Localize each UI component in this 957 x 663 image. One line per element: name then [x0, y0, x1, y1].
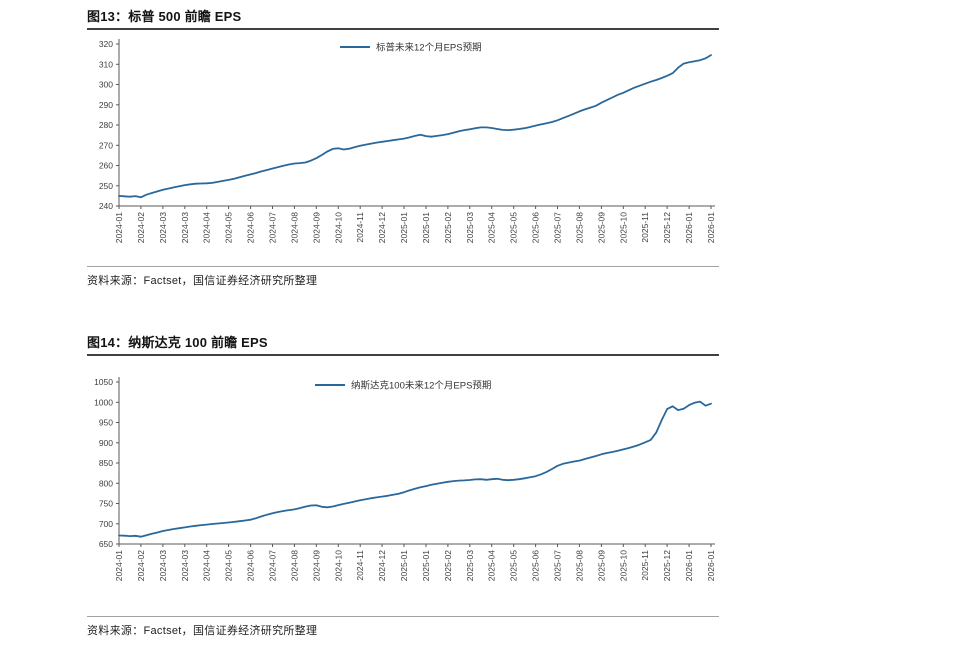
svg-text:2025-05: 2025-05	[509, 550, 519, 581]
svg-text:1000: 1000	[94, 397, 113, 407]
svg-text:2024-10: 2024-10	[333, 550, 343, 581]
sp500-forward-eps-chart-svg: 240 250 260 270 280 290 300 310 320 2024-01 2024-0…	[99, 39, 716, 243]
svg-text:250: 250	[99, 181, 113, 191]
svg-text:2025-02: 2025-02	[443, 550, 453, 581]
svg-text:2025-06: 2025-06	[531, 212, 541, 243]
svg-text:2024-03: 2024-03	[180, 550, 190, 581]
svg-text:2025-11: 2025-11	[640, 550, 650, 581]
svg-text:2024-09: 2024-09	[311, 212, 321, 243]
svg-text:2024-03: 2024-03	[158, 550, 168, 581]
svg-text:700: 700	[99, 519, 113, 529]
svg-text:纳斯达克100未来12个月EPS预期: 纳斯达克100未来12个月EPS预期	[351, 380, 491, 392]
figure-13-source: 资料来源：Factset，国信证券经济研究所整理	[87, 275, 318, 287]
svg-text:标普未来12个月EPS预期: 标普未来12个月EPS预期	[376, 42, 482, 54]
svg-text:2024-07: 2024-07	[268, 212, 278, 243]
report-page-content: 图13：标普 500 前瞻 EPS 240 250 260 270 280 290 300 3…	[87, 0, 719, 638]
figure-14-title: 图14：纳斯达克 100 前瞻 EPS	[87, 335, 268, 350]
svg-text:270: 270	[99, 140, 113, 150]
svg-text:2024-02: 2024-02	[136, 212, 146, 243]
svg-text:2025-02: 2025-02	[443, 212, 453, 243]
svg-text:2024-10: 2024-10	[333, 212, 343, 243]
svg-text:2025-04: 2025-04	[487, 212, 497, 243]
svg-text:2026-01: 2026-01	[684, 212, 694, 243]
svg-text:2024-01: 2024-01	[114, 550, 124, 581]
svg-text:2025-10: 2025-10	[618, 550, 628, 581]
figure-14-source: 资料来源：Factset，国信证券经济研究所整理	[87, 625, 318, 637]
figure-14: 图14：纳斯达克 100 前瞻 EPS 650 700 750 800 850 900 95…	[87, 326, 719, 638]
svg-text:2025-03: 2025-03	[465, 550, 475, 581]
figure-14-divider	[87, 616, 719, 617]
svg-text:2025-07: 2025-07	[553, 212, 563, 243]
svg-text:2025-06: 2025-06	[531, 550, 541, 581]
svg-text:900: 900	[99, 438, 113, 448]
svg-text:2026-01: 2026-01	[684, 550, 694, 581]
svg-text:2024-12: 2024-12	[377, 212, 387, 243]
svg-text:2024-05: 2024-05	[224, 212, 234, 243]
svg-text:2025-01: 2025-01	[421, 212, 431, 243]
figure-13-divider	[87, 266, 719, 267]
svg-text:2024-04: 2024-04	[202, 550, 212, 581]
svg-text:300: 300	[99, 80, 113, 90]
svg-text:2025-11: 2025-11	[640, 212, 650, 243]
svg-text:2025-07: 2025-07	[553, 550, 563, 581]
svg-text:240: 240	[99, 201, 113, 211]
svg-text:2025-08: 2025-08	[574, 550, 584, 581]
figure-13: 图13：标普 500 前瞻 EPS 240 250 260 270 280 290 300 3…	[87, 0, 719, 288]
svg-text:2025-12: 2025-12	[662, 550, 672, 581]
svg-text:2024-08: 2024-08	[289, 212, 299, 243]
svg-text:2025-10: 2025-10	[618, 212, 628, 243]
svg-text:2024-03: 2024-03	[180, 212, 190, 243]
svg-text:2025-04: 2025-04	[487, 550, 497, 581]
sp500-forward-eps-chart: 240 250 260 270 280 290 300 310 320 2024-01 2024-0…	[87, 34, 719, 264]
svg-text:850: 850	[99, 458, 113, 468]
figure-13-title: 图13：标普 500 前瞻 EPS	[87, 9, 242, 24]
svg-text:950: 950	[99, 418, 113, 428]
svg-text:2024-03: 2024-03	[158, 212, 168, 243]
svg-text:2026-01: 2026-01	[706, 212, 716, 243]
svg-text:2024-06: 2024-06	[246, 550, 256, 581]
svg-text:2025-01: 2025-01	[399, 212, 409, 243]
svg-text:2025-01: 2025-01	[421, 550, 431, 581]
svg-text:800: 800	[99, 478, 113, 488]
svg-text:2025-09: 2025-09	[596, 550, 606, 581]
svg-text:2025-09: 2025-09	[596, 212, 606, 243]
svg-text:750: 750	[99, 499, 113, 509]
svg-text:650: 650	[99, 539, 113, 549]
figure-14-header: 图14：纳斯达克 100 前瞻 EPS	[87, 326, 719, 356]
svg-text:2024-08: 2024-08	[289, 550, 299, 581]
svg-text:2025-12: 2025-12	[662, 212, 672, 243]
svg-text:320: 320	[99, 39, 113, 49]
nasdaq100-forward-eps-chart-svg: 650 700 750 800 850 900 950 1000 1050 2024-01 2024…	[94, 377, 716, 581]
svg-text:2024-12: 2024-12	[377, 550, 387, 581]
nasdaq100-forward-eps-chart: 650 700 750 800 850 900 950 1000 1050 2024-01 2024…	[87, 372, 719, 602]
svg-text:2025-08: 2025-08	[574, 212, 584, 243]
svg-text:2024-06: 2024-06	[246, 212, 256, 243]
svg-text:260: 260	[99, 161, 113, 171]
svg-text:2024-09: 2024-09	[311, 550, 321, 581]
svg-text:2024-01: 2024-01	[114, 212, 124, 243]
svg-text:2026-01: 2026-01	[706, 550, 716, 581]
svg-text:2024-04: 2024-04	[202, 212, 212, 243]
svg-text:2025-01: 2025-01	[399, 550, 409, 581]
figure-13-header: 图13：标普 500 前瞻 EPS	[87, 0, 719, 30]
svg-text:290: 290	[99, 100, 113, 110]
svg-text:2024-02: 2024-02	[136, 550, 146, 581]
svg-text:2024-05: 2024-05	[224, 550, 234, 581]
svg-text:1050: 1050	[94, 377, 113, 387]
svg-text:280: 280	[99, 120, 113, 130]
svg-text:2025-03: 2025-03	[465, 212, 475, 243]
svg-text:310: 310	[99, 59, 113, 69]
svg-text:2024-11: 2024-11	[355, 550, 365, 581]
svg-text:2024-11: 2024-11	[355, 212, 365, 243]
svg-text:2025-05: 2025-05	[509, 212, 519, 243]
svg-text:2024-07: 2024-07	[268, 550, 278, 581]
